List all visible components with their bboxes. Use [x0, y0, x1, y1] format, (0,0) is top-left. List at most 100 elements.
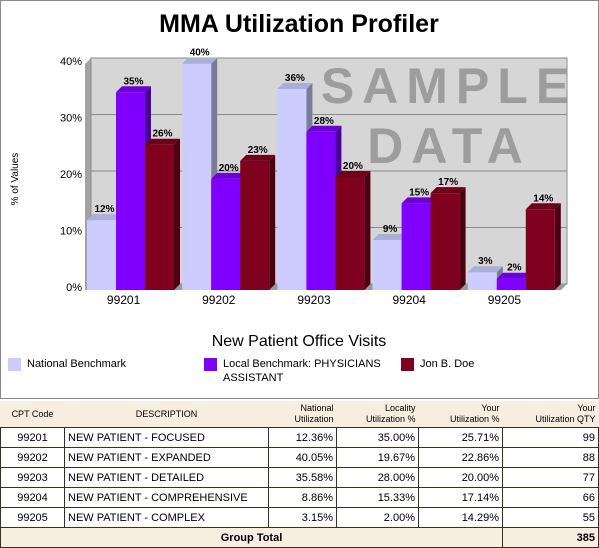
bar-top	[335, 171, 371, 177]
legend-label: Local Benchmark: PHYSICIANS ASSISTANT	[223, 358, 381, 384]
your-utilization-cell: 17.14%	[418, 487, 503, 508]
data-label: 23%	[248, 145, 268, 156]
cpt-code-cell: 99203	[0, 467, 65, 488]
chart-panel: MMA Utilization Profiler 0% 10% 20% 30% 40% SA…	[0, 0, 599, 399]
data-label: 2%	[507, 263, 522, 274]
data-label: 17%	[438, 177, 458, 188]
bar-side	[554, 203, 561, 290]
header-locality-utilization: Locality Utilization %	[336, 401, 419, 428]
cpt-code-cell: 99205	[0, 507, 65, 528]
national-cell: 35.58%	[268, 467, 337, 488]
y-tick-label: 10%	[60, 226, 82, 238]
data-label: 3%	[478, 256, 493, 267]
national-cell: 3.15%	[268, 507, 337, 528]
data-label: 9%	[383, 224, 398, 235]
x-axis-label: New Patient Office Visits	[212, 333, 387, 350]
y-axis-label: % of Values	[10, 153, 21, 206]
bar-side	[269, 154, 276, 290]
bar-top	[401, 197, 437, 204]
watermark-line-1: SAMPLE	[321, 58, 577, 114]
legend-item: Local Benchmark: PHYSICIANS ASSISTANT	[204, 357, 384, 385]
your-utilization-cell: 25.71%	[418, 427, 503, 448]
bar	[525, 209, 555, 290]
bar-top	[430, 187, 466, 194]
bar-side	[459, 187, 466, 290]
bar-top	[306, 125, 342, 132]
bar	[306, 131, 336, 290]
description-cell: NEW PATIENT - EXPANDED	[64, 447, 269, 468]
legend-item: Jon B. Doe	[401, 357, 581, 371]
chart-legend: National Benchmark Local Benchmark: PHYSI…	[1, 353, 599, 399]
legend-swatch	[8, 358, 21, 371]
y-tick-label: 30%	[60, 113, 82, 125]
description-cell: NEW PATIENT - COMPLEX	[64, 507, 269, 528]
data-label: 28%	[314, 116, 334, 127]
x-tick-label: 99201	[107, 293, 141, 307]
bar-top	[145, 138, 180, 145]
header-description: DESCRIPTION	[64, 401, 269, 428]
bar	[496, 278, 526, 290]
table-row: 99201 NEW PATIENT - FOCUSED 12.36% 35.00…	[0, 427, 599, 448]
data-label: 14%	[533, 193, 553, 204]
table-row: 99203 NEW PATIENT - DETAILED 35.58% 28.0…	[0, 467, 599, 488]
group-total-label: Group Total	[0, 527, 503, 548]
bar-top	[277, 82, 313, 89]
bar-chart: MMA Utilization Profiler 0% 10% 20% 30% 40% SA…	[10, 10, 577, 350]
locality-cell: 15.33%	[336, 487, 419, 508]
y-tick-label: 40%	[60, 56, 82, 68]
cpt-code-cell: 99202	[0, 447, 65, 468]
legend-swatch	[401, 358, 414, 371]
header-your-utilization-qty: Your Utilization QTY	[502, 401, 599, 428]
locality-cell: 28.00%	[336, 467, 419, 488]
description-cell: NEW PATIENT - COMPREHENSIVE	[64, 487, 269, 508]
qty-cell: 77	[502, 467, 599, 488]
bar-top	[496, 272, 532, 279]
qty-cell: 55	[502, 507, 599, 528]
x-tick-label: 99203	[297, 293, 331, 307]
cpt-code-cell: 99201	[0, 427, 65, 448]
bar	[401, 203, 431, 290]
bar	[182, 63, 212, 290]
data-label: 40%	[190, 48, 210, 59]
cpt-table-container: CPT Code DESCRIPTION National Utilization…	[0, 401, 599, 548]
cpt-code-cell: 99204	[0, 487, 65, 508]
description-cell: NEW PATIENT - FOCUSED	[64, 427, 269, 448]
header-cpt-code: CPT Code	[0, 401, 65, 428]
data-label: 26%	[152, 129, 172, 140]
qty-cell: 99	[502, 427, 599, 448]
locality-cell: 2.00%	[336, 507, 419, 528]
table-row: 99202 NEW PATIENT - EXPANDED 40.05% 19.6…	[0, 447, 599, 468]
bar	[145, 144, 174, 290]
qty-cell: 66	[502, 487, 599, 508]
table-row: 99204 NEW PATIENT - COMPREHENSIVE 8.86% …	[0, 487, 599, 508]
x-tick-label: 99202	[202, 293, 236, 307]
national-cell: 8.86%	[268, 487, 337, 508]
bar	[211, 178, 241, 290]
description-cell: NEW PATIENT - DETAILED	[64, 467, 269, 488]
cpt-table: CPT Code DESCRIPTION National Utilization…	[0, 401, 599, 548]
bar	[116, 92, 145, 290]
bar-side	[364, 171, 371, 290]
legend-item: National Benchmark	[8, 357, 188, 371]
table-row: 99205 NEW PATIENT - COMPLEX 3.15% 2.00% …	[0, 507, 599, 528]
bar	[87, 220, 116, 290]
header-national-utilization: National Utilization	[268, 401, 337, 428]
data-label: 12%	[94, 204, 114, 215]
table-header-row: CPT Code DESCRIPTION National Utilization…	[0, 401, 599, 428]
bar-top	[467, 266, 503, 273]
y-tick-label: 20%	[60, 169, 82, 181]
group-total-qty: 385	[502, 527, 599, 548]
bar	[277, 88, 307, 291]
legend-label: National Benchmark	[27, 358, 127, 370]
data-label: 15%	[409, 187, 429, 198]
your-utilization-cell: 22.86%	[418, 447, 503, 468]
watermark-line-2: DATA	[367, 118, 530, 174]
bar	[335, 177, 365, 290]
bar	[240, 160, 270, 290]
bar-top	[525, 203, 561, 210]
legend-swatch	[204, 358, 217, 371]
header-your-utilization: Your Utilization %	[418, 401, 503, 428]
x-tick-label: 99205	[488, 293, 522, 307]
bar	[467, 272, 497, 290]
bar-top	[116, 86, 151, 93]
